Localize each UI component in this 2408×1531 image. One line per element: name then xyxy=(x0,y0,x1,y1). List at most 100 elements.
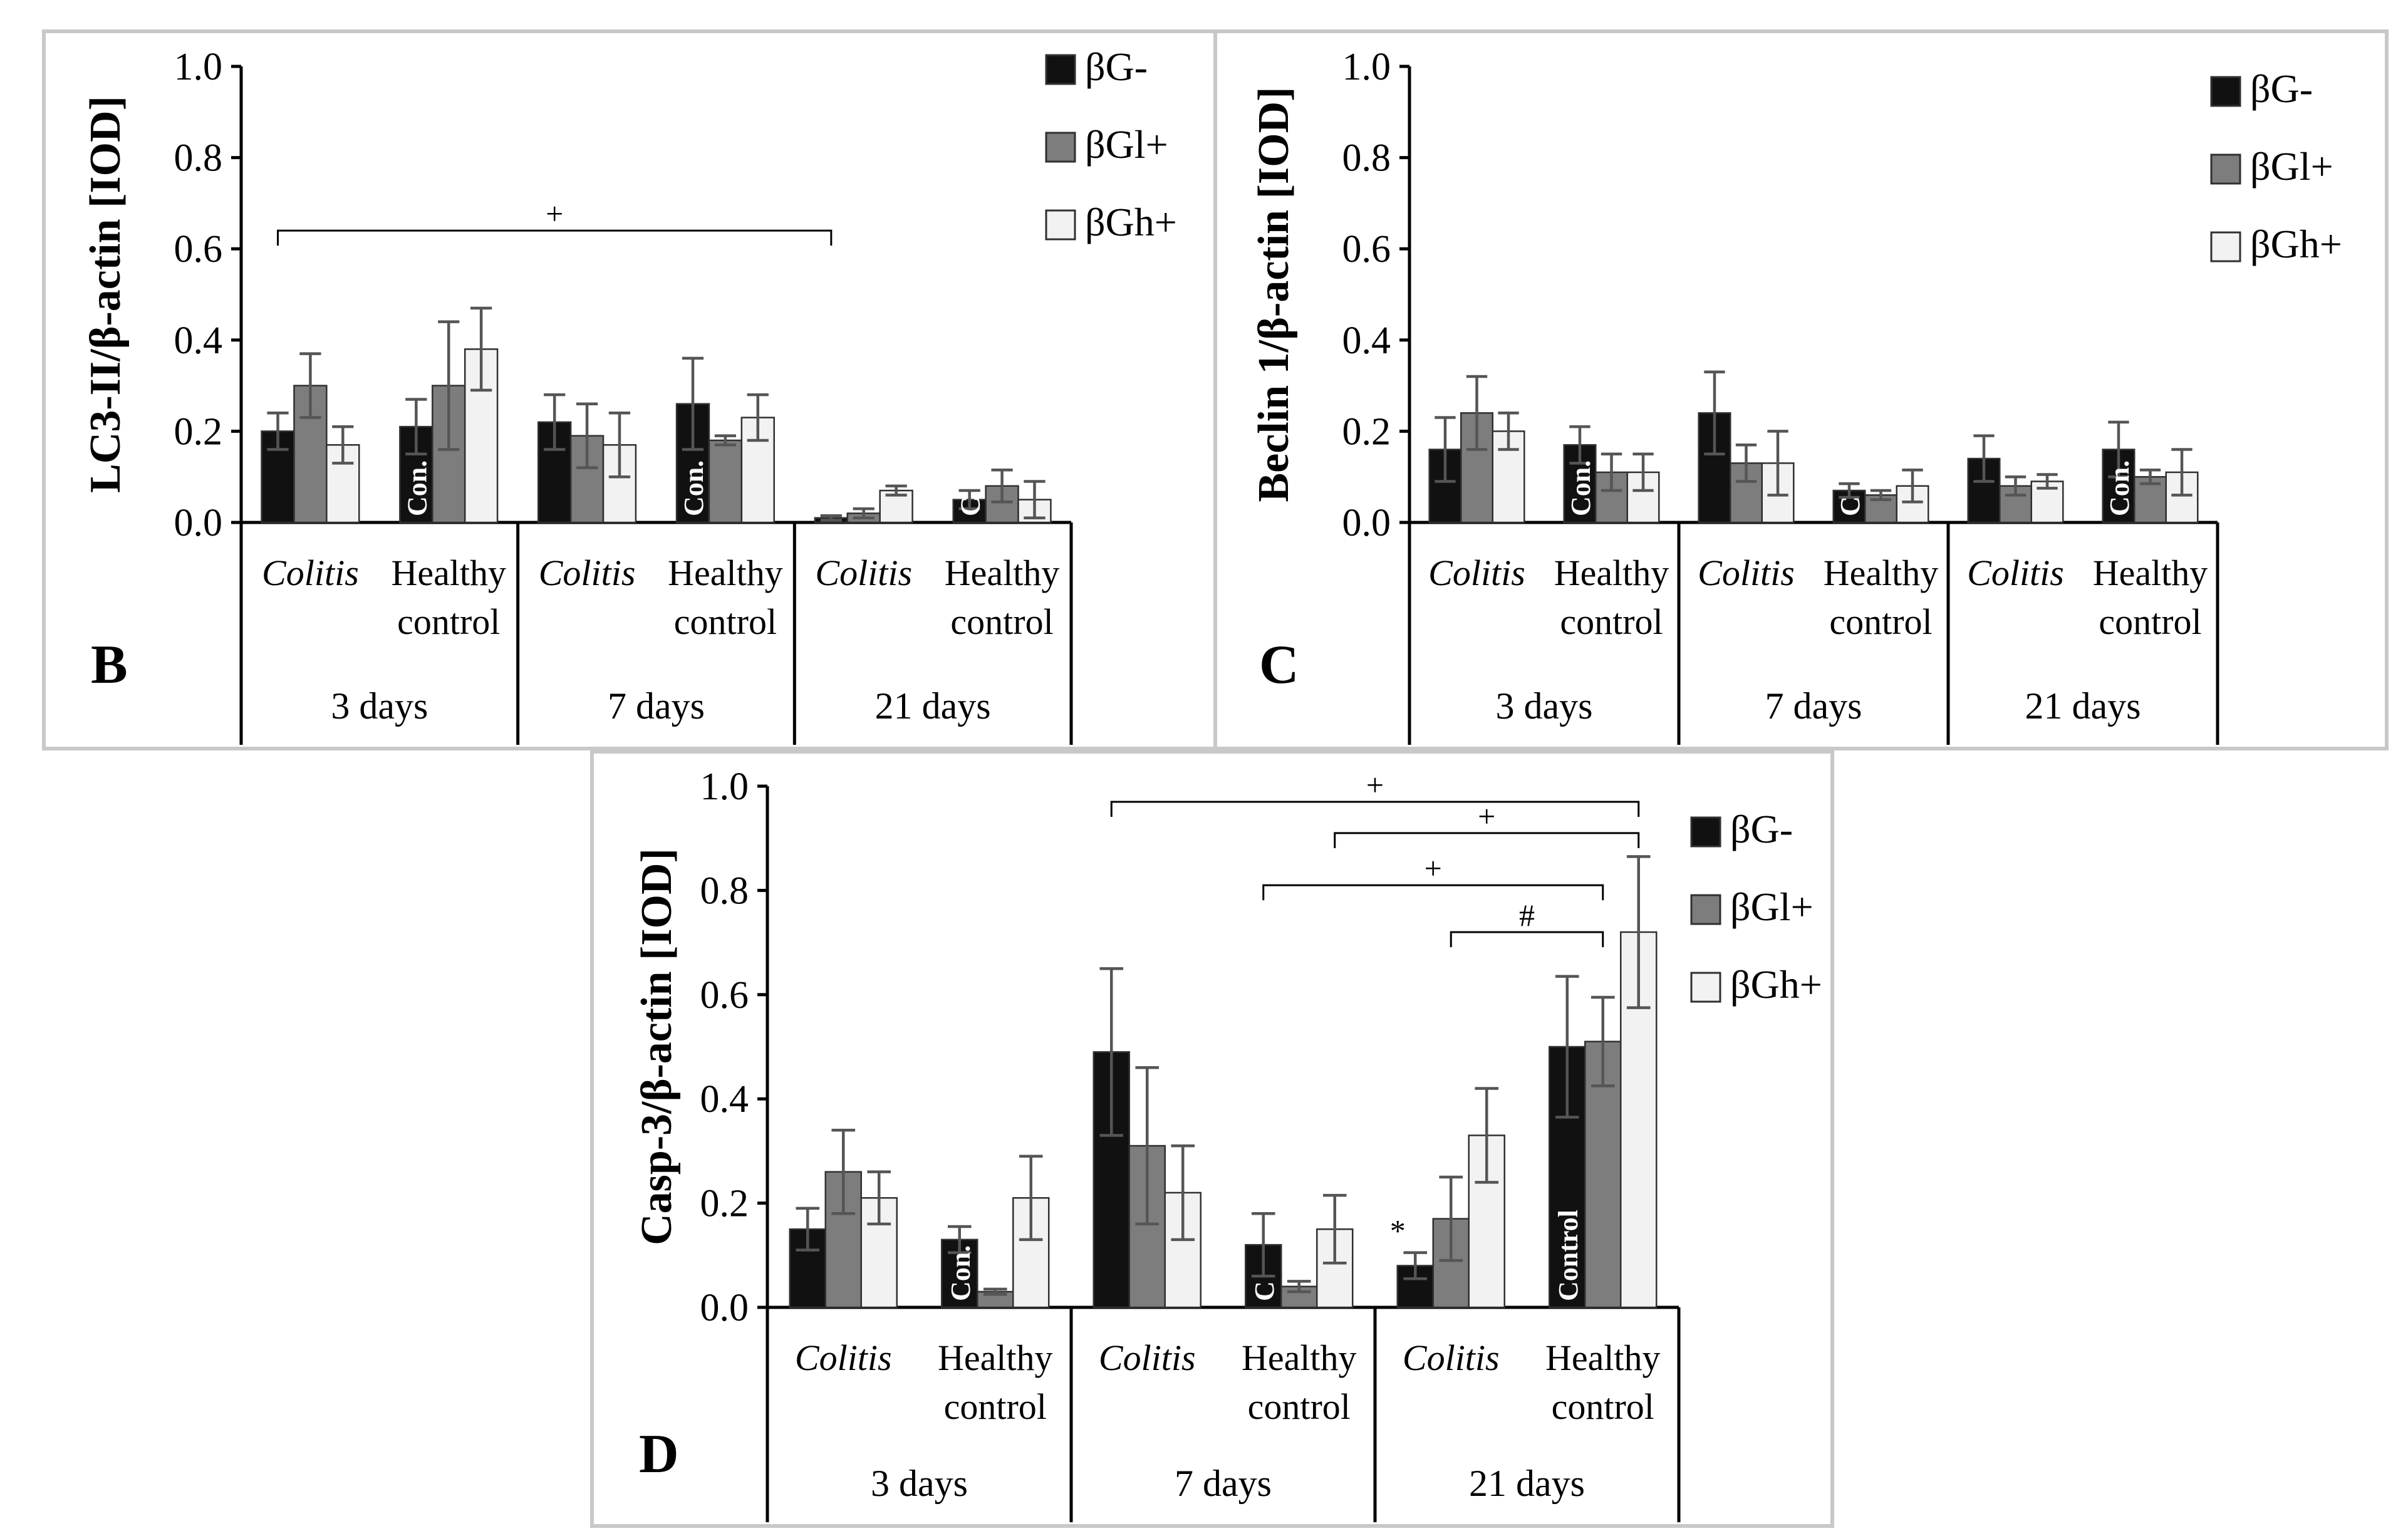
legend-swatch xyxy=(1045,54,1076,85)
bar-annotation: Control xyxy=(1553,1210,1584,1301)
legend-swatch xyxy=(1690,816,1721,848)
significance-bracket xyxy=(277,229,833,246)
category-label-line: Healthy xyxy=(938,1337,1053,1378)
significance-bracket xyxy=(1262,884,1604,901)
y-tick-label: 0.6 xyxy=(700,974,749,1017)
significance-bracket xyxy=(1450,931,1604,947)
category-label-healthy-control: Healthy control xyxy=(391,553,506,642)
category-label-line: Healthy xyxy=(1554,553,1669,593)
legend-label: βGl+ xyxy=(2250,144,2333,189)
y-tick-label: 0.6 xyxy=(174,228,223,271)
significance-label: + xyxy=(1425,851,1442,886)
y-tick-label: 0.0 xyxy=(1342,502,1391,544)
bar-annotation: C xyxy=(955,496,986,516)
category-label-line: control xyxy=(674,601,777,642)
bar-annotation: Con. xyxy=(2104,460,2135,516)
asterisk-annotation: * xyxy=(1390,1213,1406,1248)
bar-annotation: Con. xyxy=(945,1245,976,1301)
category-label-healthy-control: Healthy control xyxy=(2093,553,2208,642)
category-label-colitis: Colitis xyxy=(1698,553,1795,593)
y-tick-label: 0.0 xyxy=(174,502,223,544)
category-label-healthy-control: Healthy control xyxy=(1824,553,1939,642)
category-label-healthy-control: Healthy control xyxy=(945,553,1060,642)
y-tick-label: 0.8 xyxy=(1342,137,1391,180)
chart-panel-C: 0.0 0.2 0.4 0.6 0.8 1.0 Beclin 1/β-actin [IOD]… xyxy=(1213,29,2389,750)
category-label-line: control xyxy=(944,1386,1047,1427)
panel-letter: B xyxy=(91,635,128,695)
y-tick-label: 0.4 xyxy=(174,319,223,362)
group-label: 3 days xyxy=(871,1463,968,1504)
category-label-colitis: Colitis xyxy=(1099,1337,1196,1378)
panel-letter: D xyxy=(639,1424,679,1485)
category-label-colitis: Colitis xyxy=(539,553,636,593)
group-label: 7 days xyxy=(1765,685,1862,727)
y-tick-label: 0.8 xyxy=(174,137,223,180)
y-axis-title: Beclin 1/β-actin [IOD] xyxy=(1250,87,1298,502)
y-tick-label: 0.4 xyxy=(700,1078,749,1121)
legend-label: βGh+ xyxy=(2250,222,2342,266)
y-axis-title: LC3-II/β-actin [IOD] xyxy=(81,96,130,493)
category-label-line: control xyxy=(2099,601,2201,642)
legend-swatch xyxy=(1690,894,1721,925)
legend-swatch xyxy=(1045,132,1076,163)
group-label: 21 days xyxy=(2025,685,2141,727)
category-label-line: Healthy xyxy=(2093,553,2208,593)
category-label-line: control xyxy=(1560,601,1663,642)
category-label-line: Healthy xyxy=(1545,1337,1661,1378)
bar-2-1 xyxy=(1626,471,1660,524)
legend-label: βG- xyxy=(1730,807,1793,851)
category-label-colitis: Colitis xyxy=(815,553,912,593)
y-tick-label: 0.2 xyxy=(1342,410,1391,453)
category-label-healthy-control: Healthy control xyxy=(1554,553,1669,642)
category-label-line: control xyxy=(1552,1386,1654,1427)
category-label-line: Healthy xyxy=(391,553,506,593)
category-label-colitis: Colitis xyxy=(1428,553,1525,593)
group-label: 7 days xyxy=(1175,1463,1272,1504)
y-axis-title: Casp-3/β-actin [IOD] xyxy=(633,848,681,1245)
bar-annotation: C xyxy=(1249,1281,1280,1301)
panel-letter: C xyxy=(1259,635,1299,695)
category-label-colitis: Colitis xyxy=(795,1337,892,1378)
bar-0-2 xyxy=(537,421,572,524)
significance-label: + xyxy=(1478,799,1495,834)
group-label: 3 days xyxy=(331,685,428,727)
significance-label: + xyxy=(1366,767,1384,802)
y-tick-label: 0.2 xyxy=(700,1183,749,1225)
group-label: 21 days xyxy=(1469,1463,1585,1504)
legend-label: βG- xyxy=(1085,44,1148,89)
category-label-line: Healthy xyxy=(945,553,1060,593)
legend-label: βGh+ xyxy=(1730,962,1822,1007)
category-label-colitis: Colitis xyxy=(262,553,359,593)
group-label: 21 days xyxy=(875,685,991,727)
category-label-line: control xyxy=(1829,601,1932,642)
y-tick-label: 0.4 xyxy=(1342,319,1391,362)
category-label-healthy-control: Healthy control xyxy=(938,1337,1053,1427)
category-label-line: control xyxy=(397,601,500,642)
group-label: 3 days xyxy=(1496,685,1593,727)
legend-label: βGl+ xyxy=(1730,885,1814,929)
category-label-healthy-control: Healthy control xyxy=(1242,1337,1357,1427)
legend-label: βG- xyxy=(2250,66,2313,111)
legend-swatch xyxy=(1690,972,1721,1003)
legend-swatch xyxy=(2210,76,2241,107)
y-tick-label: 0.0 xyxy=(700,1287,749,1329)
panel-frame xyxy=(42,29,1217,750)
category-label-line: Healthy xyxy=(1242,1337,1357,1378)
legend-swatch xyxy=(1045,209,1076,241)
legend-swatch xyxy=(2210,153,2241,185)
bar-annotation: Con. xyxy=(1565,460,1596,516)
y-tick-label: 0.2 xyxy=(174,410,223,453)
category-label-colitis: Colitis xyxy=(1967,553,2064,593)
bar-annotation: Con. xyxy=(402,460,432,516)
legend-swatch xyxy=(2210,231,2241,262)
panel-frame xyxy=(1213,29,2389,750)
significance-label: # xyxy=(1519,898,1535,933)
category-label-colitis: Colitis xyxy=(1403,1337,1500,1378)
y-tick-label: 1.0 xyxy=(700,766,749,808)
significance-label: + xyxy=(546,196,563,231)
y-tick-label: 0.8 xyxy=(700,869,749,912)
y-tick-label: 0.6 xyxy=(1342,228,1391,271)
significance-bracket xyxy=(1110,801,1640,817)
category-label-line: Healthy xyxy=(668,553,783,593)
significance-bracket xyxy=(1334,832,1640,848)
